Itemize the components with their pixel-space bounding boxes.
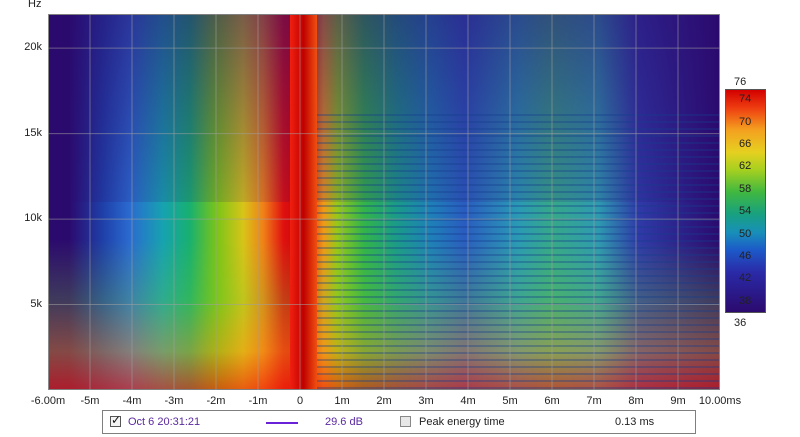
colorbar-tick-label: 70 xyxy=(739,115,752,128)
y-tick-label: 5k xyxy=(30,297,42,310)
y-tick-label: 20k xyxy=(24,41,42,54)
colorbar-tick-label: 50 xyxy=(739,227,752,240)
measurement-line-swatch xyxy=(266,422,298,424)
colorbar-tick-label: 66 xyxy=(739,138,752,150)
x-tick-label: 8m xyxy=(628,395,644,407)
x-tick-label: 0 xyxy=(296,395,304,407)
plot-decay-stripes xyxy=(290,108,719,389)
peak-energy-label: Peak energy time xyxy=(419,416,505,428)
colorbar-max: 76 xyxy=(734,76,747,88)
x-tick-label: 2m xyxy=(376,395,392,407)
y-tick-label: 10k xyxy=(24,212,42,225)
colorbar-tick-label: 62 xyxy=(739,160,752,173)
x-tick-label: -6.00m xyxy=(30,395,66,407)
x-tick-label: 6m xyxy=(544,395,560,407)
x-tick-label: 3m xyxy=(418,395,434,407)
x-tick-label: 10.00ms xyxy=(698,395,742,407)
colorbar-min: 36 xyxy=(734,317,747,329)
x-tick-label: -2m xyxy=(206,395,226,407)
x-tick-label: 4m xyxy=(460,395,476,407)
x-tick-label: -3m xyxy=(164,395,184,407)
colorbar xyxy=(725,89,766,313)
checkmark-icon: ✓ xyxy=(111,413,122,427)
impulse-ridge xyxy=(290,15,317,389)
x-tick-label: -4m xyxy=(122,395,142,407)
peak-energy-value: 0.13 ms xyxy=(615,416,655,428)
colorbar-tick-label: 38 xyxy=(739,294,752,307)
measurement-name[interactable]: Oct 6 20:31:21 xyxy=(128,416,201,428)
x-tick-label: 7m xyxy=(586,395,602,407)
colorbar-tick-label: 54 xyxy=(739,205,752,218)
x-tick-label: 5m xyxy=(502,395,518,407)
colorbar-tick-label: 46 xyxy=(739,250,752,262)
measurement-value: 29.6 dB xyxy=(325,416,363,428)
colorbar-tick-label: 42 xyxy=(739,272,752,285)
colorbar-tick-label: 58 xyxy=(739,182,752,195)
legend-bar: ✓ Oct 6 20:31:21 29.6 dB Peak energy tim… xyxy=(102,410,696,434)
y-tick-label: 15k xyxy=(24,126,42,139)
plot-grid xyxy=(48,14,720,390)
x-tick-label: 1m xyxy=(334,395,350,407)
measurement-checkbox[interactable]: ✓ xyxy=(110,413,122,427)
x-tick-label: -5m xyxy=(80,395,100,407)
colorbar-tick-label: 74 xyxy=(739,93,752,106)
y-axis-unit: Hz xyxy=(28,0,42,10)
x-tick-label: 9m xyxy=(670,395,686,407)
peak-energy-checkbox[interactable] xyxy=(400,416,411,427)
x-tick-label: -1m xyxy=(248,395,268,407)
